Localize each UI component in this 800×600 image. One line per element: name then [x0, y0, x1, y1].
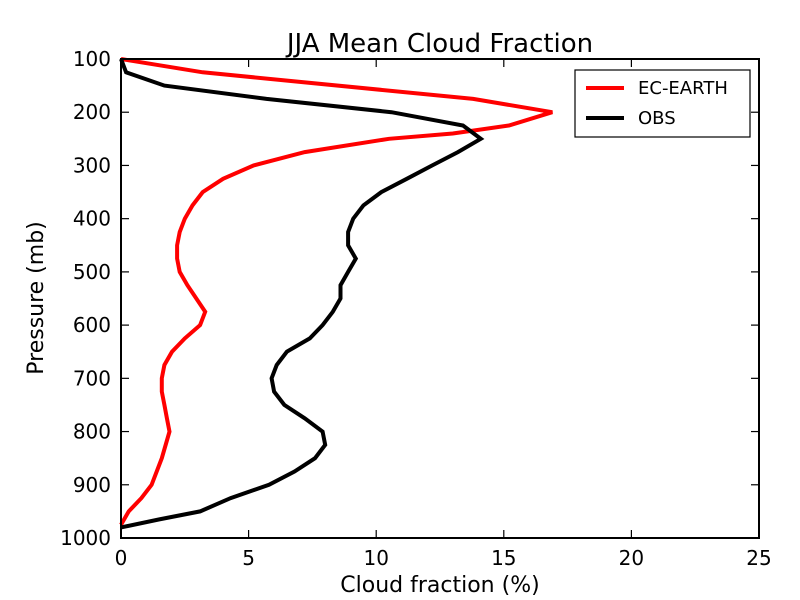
y-tick-label-600: 600 — [73, 313, 111, 337]
legend: EC-EARTH OBS — [574, 69, 751, 138]
x-tick-label-5: 5 — [242, 546, 255, 570]
y-tick-label-200: 200 — [73, 100, 111, 124]
y-tick-label-800: 800 — [73, 420, 111, 444]
plot-frame — [120, 58, 760, 539]
legend-label-obs: OBS — [638, 108, 676, 129]
x-tick-label-20: 20 — [619, 546, 644, 570]
y-tick-label-100: 100 — [73, 47, 111, 71]
y-tick-label-500: 500 — [73, 260, 111, 284]
legend-box — [574, 69, 751, 138]
x-tick-label-15: 15 — [491, 546, 516, 570]
x-tick-label-0: 0 — [115, 546, 128, 570]
x-tick-label-10: 10 — [363, 546, 388, 570]
y-tick-label-400: 400 — [73, 207, 111, 231]
plot-area — [119, 57, 553, 530]
y-tick-label-1000: 1000 — [60, 526, 111, 550]
chart-title: JJA Mean Cloud Fraction — [285, 29, 593, 59]
y-tick-label-900: 900 — [73, 473, 111, 497]
axis-ticks: 0 5 10 15 20 25 100 200 300 400 500 600 700 800 900 100… — [60, 47, 772, 570]
y-axis-label: Pressure (mb) — [24, 221, 49, 375]
x-axis-label: Cloud fraction (%) — [340, 573, 539, 598]
series-line-ec-earth — [119, 57, 553, 526]
series-line-obs — [119, 58, 485, 530]
legend-label-ec-earth: EC-EARTH — [638, 78, 728, 99]
y-tick-label-300: 300 — [73, 153, 111, 177]
x-tick-label-25: 25 — [746, 546, 771, 570]
y-tick-label-700: 700 — [73, 366, 111, 390]
